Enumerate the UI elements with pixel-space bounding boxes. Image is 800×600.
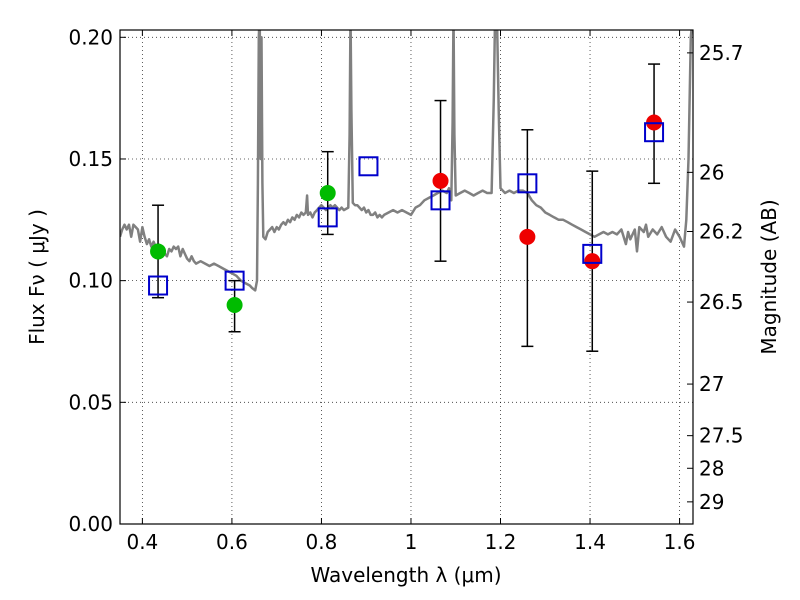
data-point-square xyxy=(148,275,169,296)
y-tick-label: 0.20 xyxy=(68,25,113,49)
plot-background xyxy=(120,30,693,524)
model-spectrum-layer xyxy=(120,30,693,292)
axis-ticks: 0.4 0.6 0.8 1 1.2 1.4 1.6 0.00 0.05 0.10 0.15 0.20 2… xyxy=(68,25,743,554)
data-point-circle xyxy=(226,296,243,313)
y-tick-label: 0.15 xyxy=(68,147,113,171)
x-tick-label: 1.4 xyxy=(574,530,606,554)
x-tick-label: 1.2 xyxy=(485,530,517,554)
data-markers xyxy=(148,114,665,313)
x-tick-label: 0.8 xyxy=(306,530,338,554)
y-tick-label: 0.05 xyxy=(68,390,113,414)
data-point-square xyxy=(517,173,538,194)
data-point-circle xyxy=(150,243,167,260)
right-tick-label: 26 xyxy=(699,160,724,184)
right-tick-label: 27.5 xyxy=(699,424,744,448)
x-tick-label: 0.4 xyxy=(126,530,158,554)
plot-frame xyxy=(119,29,694,525)
y-axis-right-label: Magnitude (AB) xyxy=(757,199,781,354)
x-tick-label: 1.6 xyxy=(664,530,696,554)
right-tick-label: 28 xyxy=(699,456,724,480)
right-tick-label: 26.5 xyxy=(699,290,744,314)
x-tick-label: 1 xyxy=(405,530,418,554)
data-point-square xyxy=(358,156,379,177)
x-tick-label: 0.6 xyxy=(216,530,248,554)
data-point-square xyxy=(582,243,603,264)
y-axis-label: Flux Fν ( μJy ) xyxy=(25,209,49,345)
data-point-circle xyxy=(432,172,449,189)
data-point-square xyxy=(224,270,245,291)
right-tick-label: 29 xyxy=(699,490,724,514)
right-tick-label: 27 xyxy=(699,372,724,396)
data-point-square xyxy=(430,190,451,211)
y-tick-label: 0.10 xyxy=(68,269,113,293)
data-point-circle xyxy=(584,253,601,270)
y-tick-label: 0.00 xyxy=(68,512,113,536)
right-tick-label: 26.2 xyxy=(699,219,744,243)
right-tick-label: 25.7 xyxy=(699,41,744,65)
model-spectrum-line xyxy=(120,30,693,292)
data-point-circle xyxy=(319,185,336,202)
data-point-square xyxy=(644,122,665,143)
data-point-square xyxy=(317,207,338,228)
data-point-circle xyxy=(519,228,536,245)
x-axis-label: Wavelength λ (μm) xyxy=(310,563,501,587)
